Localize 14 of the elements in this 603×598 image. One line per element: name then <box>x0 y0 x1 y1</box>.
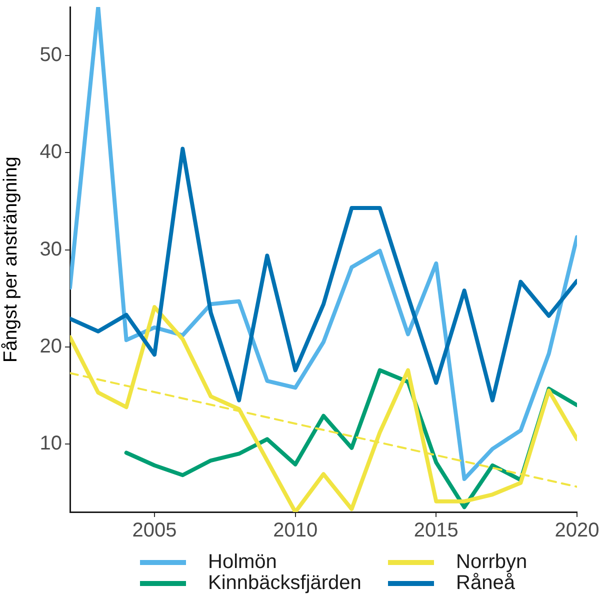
y-tick-label: 40 <box>40 141 62 164</box>
y-tick-label: 50 <box>40 44 62 66</box>
legend-label: Råneå <box>456 572 515 594</box>
legend-label: Holmön <box>208 551 277 573</box>
legend-label: Kinnbäcksfjärden <box>208 572 362 594</box>
x-tick-label: 2015 <box>414 520 458 542</box>
x-tick-label: 2020 <box>554 520 600 542</box>
legend-label: Norrbyn <box>456 551 528 573</box>
y-axis-title: Fångst per ansträngning <box>0 156 22 362</box>
x-tick-label: 2005 <box>132 520 177 542</box>
y-tick-label: 10 <box>40 432 62 455</box>
y-tick-label: 20 <box>40 335 62 358</box>
y-tick-label: 30 <box>40 238 62 260</box>
x-tick-label: 2010 <box>273 520 318 542</box>
